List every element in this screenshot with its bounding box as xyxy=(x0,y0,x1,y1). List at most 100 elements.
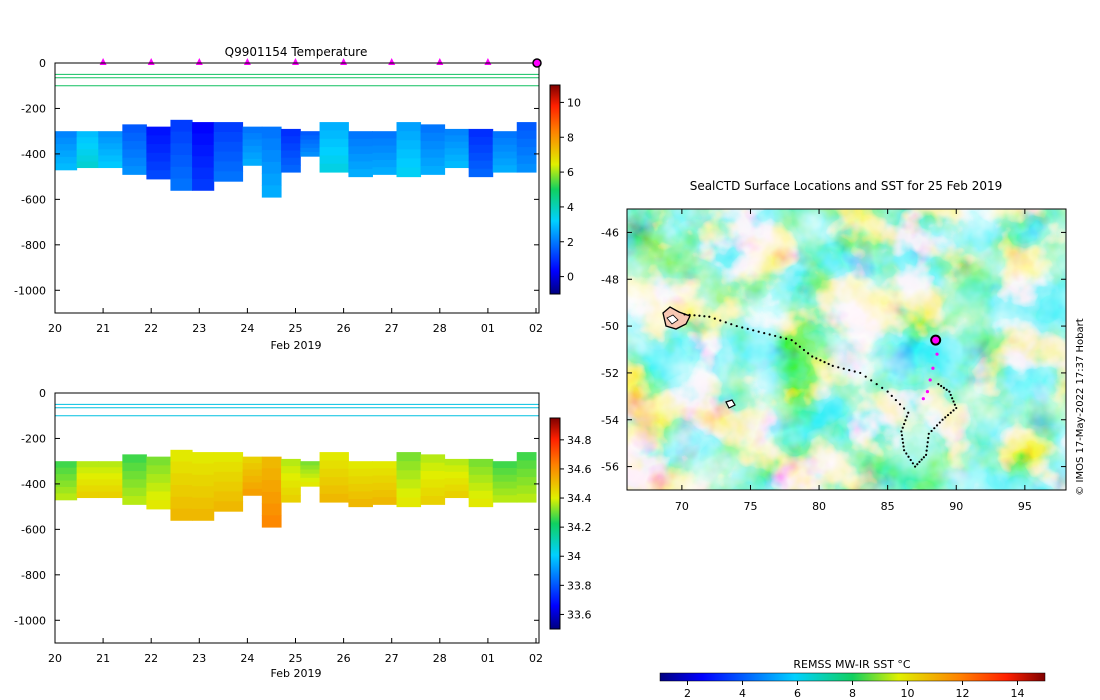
y-tick-label: -46 xyxy=(601,226,619,239)
profile-cell xyxy=(261,491,282,505)
y-tick-label: 0 xyxy=(39,387,46,400)
profile-cell xyxy=(372,461,398,469)
x-tick-label: 28 xyxy=(433,322,447,335)
track-point xyxy=(848,369,851,372)
profile-cell xyxy=(261,138,282,151)
profile-cell xyxy=(444,128,470,136)
y-tick-label: -200 xyxy=(21,102,46,115)
profile-cell xyxy=(420,132,446,142)
track-point xyxy=(881,386,884,390)
profile-cell xyxy=(444,135,470,143)
profile-cell xyxy=(348,468,373,477)
profile-cell xyxy=(319,493,349,503)
profile-cell xyxy=(192,167,215,180)
x-tick-label: 02 xyxy=(529,652,543,665)
profile-cell xyxy=(242,145,263,153)
profile-cell xyxy=(300,131,321,136)
profile-cell xyxy=(516,452,537,461)
profile-cell xyxy=(396,167,422,178)
profile-cell xyxy=(192,122,215,134)
profile-cell xyxy=(98,131,123,138)
profile-cell xyxy=(319,138,349,148)
track-point xyxy=(951,397,954,400)
profile-cell xyxy=(261,503,282,516)
surface-marker xyxy=(292,58,299,65)
profile-cell xyxy=(468,498,494,508)
profile-cell xyxy=(319,155,349,165)
profile-cell xyxy=(444,478,470,486)
x-tick-label: 24 xyxy=(240,322,254,335)
profile-cell xyxy=(396,149,422,159)
profile-cell xyxy=(468,168,494,178)
map-y-axis: -46 -48 -50 -52 -54 -56 xyxy=(601,226,1066,474)
track-point xyxy=(831,364,834,367)
profile-cell xyxy=(76,461,99,468)
track-point xyxy=(819,359,822,362)
temp-x-axis: 20 21 22 23 24 25 26 27 28 01 02 xyxy=(48,308,543,335)
profile-cell xyxy=(319,163,349,173)
profile-cell xyxy=(396,479,422,489)
surface-marker xyxy=(195,58,203,65)
profile-cell xyxy=(55,137,78,145)
profile-cell xyxy=(146,491,171,501)
profile-cell xyxy=(122,141,147,150)
profile-cell xyxy=(372,152,398,161)
track-point xyxy=(909,458,912,462)
track-point xyxy=(933,427,936,430)
profile-cell xyxy=(319,477,349,486)
profile-cell xyxy=(300,465,321,471)
track-point xyxy=(900,430,903,433)
map-x-axis: 70 75 80 85 90 95 xyxy=(675,209,1032,513)
profile-cell xyxy=(492,138,518,146)
track-point xyxy=(955,406,958,410)
profile-cell xyxy=(213,461,244,473)
profile-cell xyxy=(122,479,147,489)
track-point xyxy=(693,314,696,317)
profile-cell xyxy=(146,152,171,162)
profile-cell xyxy=(492,165,518,173)
profile-cell xyxy=(420,479,446,489)
temp-colorbar xyxy=(549,84,561,295)
x-tick-label: 24 xyxy=(240,652,254,665)
profile-cell xyxy=(492,158,518,166)
profile-cell xyxy=(281,136,301,144)
profile-cell xyxy=(420,141,446,150)
profile-cell xyxy=(444,465,470,473)
track-point xyxy=(794,342,797,345)
profile-cell xyxy=(372,489,398,498)
x-tick-label: 22 xyxy=(144,652,158,665)
x-tick-label: 21 xyxy=(96,652,110,665)
temp-title: Q9901154 Temperature xyxy=(225,45,368,59)
profile-cell xyxy=(213,501,244,512)
recent-position xyxy=(935,352,939,356)
track-point xyxy=(905,415,908,418)
profile-cell xyxy=(213,452,244,463)
track-point xyxy=(901,437,904,441)
colorbar-tick-label: 12 xyxy=(956,687,970,700)
track-point xyxy=(823,361,826,364)
profile-cell xyxy=(492,468,518,476)
profile-cell xyxy=(76,479,99,486)
track-point xyxy=(942,386,946,390)
profile-cell xyxy=(192,156,215,169)
profile-cell xyxy=(468,474,494,484)
profile-cell xyxy=(348,169,373,178)
profile-cell xyxy=(76,149,99,156)
profile-cell xyxy=(281,466,301,474)
profile-cell xyxy=(372,131,398,139)
track-point xyxy=(918,460,921,463)
track-point xyxy=(902,445,905,448)
profile-cell xyxy=(516,485,537,495)
surface-marker xyxy=(484,58,492,65)
profile-cell xyxy=(444,148,470,156)
profile-cell xyxy=(98,143,123,150)
track-point xyxy=(938,421,941,424)
track-point xyxy=(935,424,939,427)
track-point xyxy=(886,390,889,393)
track-point xyxy=(853,370,856,373)
profile-cell xyxy=(319,147,349,156)
profile-cell xyxy=(192,178,215,191)
profile-cell xyxy=(372,167,398,175)
track-point xyxy=(688,313,691,316)
